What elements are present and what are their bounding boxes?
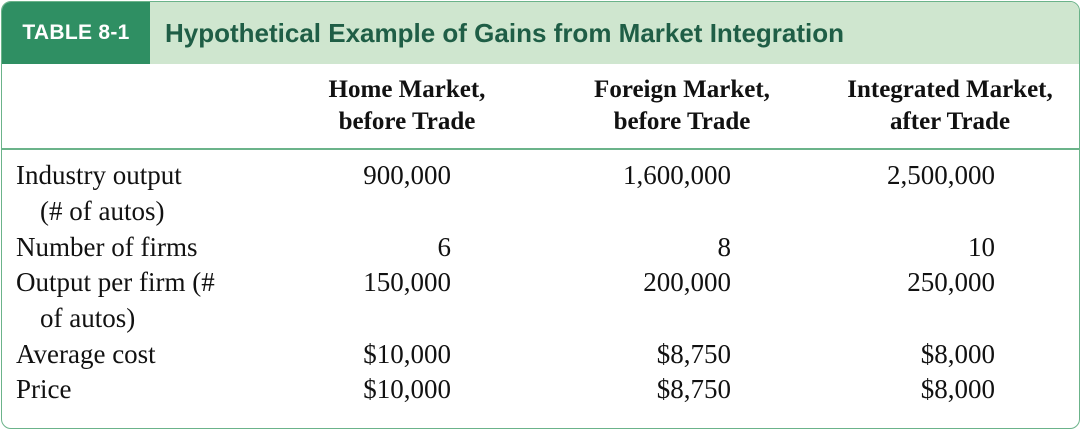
column-header-line: before Trade: [338, 108, 476, 135]
cell-price-foreign: $8,750: [656, 374, 731, 404]
cell-price-home: $10,000: [363, 374, 451, 404]
cell-average-cost-integrated: $8,000: [920, 339, 995, 369]
row-label-output-per-firm: Output per firm (# of autos): [16, 264, 215, 336]
cell-output-per-firm-foreign: 200,000: [643, 267, 731, 297]
column-header-home: Home Market, before Trade: [302, 74, 512, 138]
column-header-integrated: Integrated Market, after Trade: [820, 74, 1079, 138]
cell-price-integrated: $8,000: [920, 374, 995, 404]
cell-average-cost-home: $10,000: [363, 339, 451, 369]
column-header-line: before Trade: [613, 108, 751, 135]
row-label-price: Price: [16, 374, 72, 404]
cell-number-of-firms-integrated: 10: [968, 232, 995, 262]
column-header-line: Foreign Market,: [594, 76, 770, 103]
cell-average-cost-foreign: $8,750: [656, 339, 731, 369]
column-header-line: after Trade: [889, 108, 1011, 135]
cell-industry-output-integrated: 2,500,000: [887, 160, 995, 190]
cell-industry-output-home: 900,000: [363, 160, 451, 190]
cell-output-per-firm-home: 150,000: [363, 267, 451, 297]
row-label-line: (# of autos): [40, 196, 165, 226]
table-number-tag: TABLE 8-1: [2, 2, 150, 64]
row-label-line: Industry output: [16, 160, 182, 190]
cell-output-per-firm-integrated: 250,000: [907, 267, 995, 297]
row-label-average-cost: Average cost: [16, 339, 156, 369]
header-divider: [2, 148, 1079, 150]
row-label-industry-output: Industry output (# of autos): [16, 157, 182, 229]
column-header-line: Home Market,: [328, 76, 486, 103]
cell-number-of-firms-home: 6: [437, 232, 452, 262]
cell-industry-output-foreign: 1,600,000: [623, 160, 731, 190]
row-label-line: Output per firm (#: [16, 267, 215, 297]
row-label-line: of autos): [40, 303, 136, 333]
column-header-line: Integrated Market,: [847, 76, 1053, 103]
column-header-foreign: Foreign Market, before Trade: [567, 74, 797, 138]
table-title: Hypothetical Example of Gains from Marke…: [165, 17, 845, 48]
row-label-number-of-firms: Number of firms: [16, 232, 198, 262]
cell-number-of-firms-foreign: 8: [717, 232, 732, 262]
title-bar: TABLE 8-1 Hypothetical Example of Gains …: [2, 2, 1079, 64]
